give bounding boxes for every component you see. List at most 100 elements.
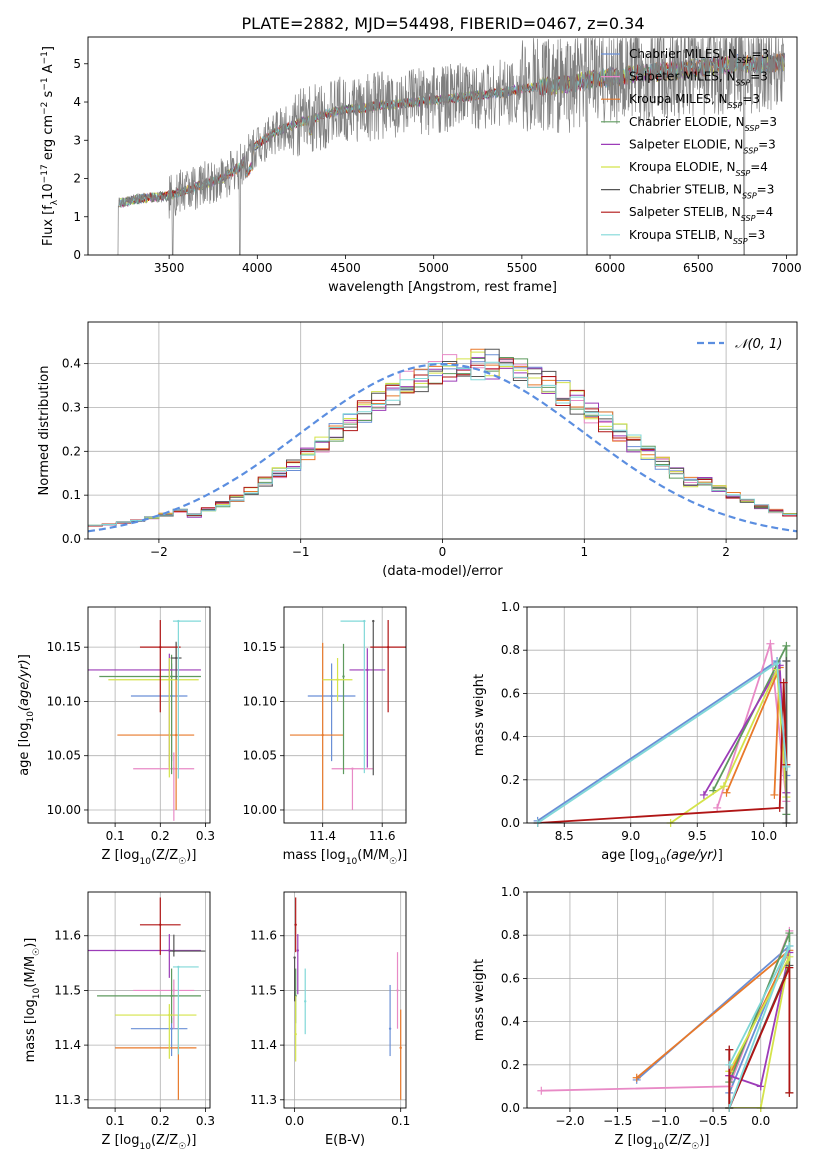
- label-part: 10: [652, 1142, 664, 1152]
- age_vs_Z-ytick-label: 10.05: [47, 749, 81, 763]
- mass_vs_Z-ylabel: mass [log10(M/M☉)]: [23, 938, 42, 1063]
- label-part: (Z/Z: [151, 1133, 178, 1148]
- legend-label-4: Salpeter ELODIE, NSSP=3: [629, 137, 776, 155]
- label-part: ☉: [178, 1142, 186, 1152]
- massweight_vs_Z-ytick-label: 0.0: [501, 1101, 520, 1115]
- spectrum-frame: [87, 36, 798, 256]
- mass_vs_EBV-xtick-label: 0.1: [391, 1114, 410, 1128]
- label-part: )]: [397, 848, 407, 863]
- label-part: (M/M: [23, 956, 38, 988]
- massweight_vs_age-xtick-label: 8.5: [555, 829, 574, 843]
- age_vs_Z-ytick-label: 10.00: [47, 803, 81, 817]
- age_vs_Z-xtick-label: 0.3: [196, 829, 215, 843]
- data-point: [170, 675, 173, 678]
- residuals-ytick-label: 0.1: [62, 488, 81, 502]
- residuals-ylabel: Normed distribution: [37, 366, 52, 496]
- residuals-ytick-label: 0.3: [62, 400, 81, 414]
- label-part: −1: [40, 77, 50, 90]
- massweight_vs_Z-xlabel: Z [log10(Z/Z☉)]: [615, 1133, 710, 1152]
- spectrum-ytick-label: 0: [73, 248, 81, 262]
- spectrum-xtick-label: 7000: [771, 261, 802, 275]
- age_vs_mass-xlabel: mass [log10(M/M☉)]: [283, 848, 408, 867]
- data-point: [363, 619, 366, 623]
- label-part: =3: [757, 183, 775, 197]
- age_vs_mass-ytick-label: 10.10: [243, 694, 277, 708]
- weight-line-7: [728, 967, 791, 1108]
- label-part: 10: [346, 857, 358, 867]
- weight-marker: [782, 657, 791, 665]
- data-point: [170, 994, 173, 998]
- mass_vs_Z-ytick-label: 11.6: [54, 929, 81, 943]
- mass_vs_Z-xtick-label: 0.3: [196, 1114, 215, 1128]
- data-point: [172, 767, 176, 770]
- legend-label-normal: 𝒩(0, 1): [735, 337, 782, 352]
- label-part: (age/yr): [17, 659, 32, 711]
- mass_vs_EBV-ytick-label: 11.3: [250, 1093, 277, 1107]
- data-point: [294, 923, 297, 927]
- weight-marker: [725, 1060, 734, 1069]
- spectrum-xlabel: wavelength [Angstrom, rest frame]: [328, 280, 557, 295]
- label-part: s: [41, 90, 56, 101]
- spectrum-xtick-label: 5000: [418, 261, 449, 275]
- spectrum-ytick-label: 2: [73, 172, 81, 186]
- label-part: −2: [40, 102, 50, 115]
- weight-marker: [779, 678, 788, 687]
- label-part: −1: [40, 51, 50, 64]
- weight-marker: [725, 1045, 734, 1054]
- age_vs_Z-xtick-label: 0.1: [106, 829, 125, 843]
- label-part: 10: [139, 857, 151, 867]
- massweight_vs_Z-xtick-label: −0.5: [698, 1114, 727, 1128]
- mass_vs_EBV-ytick-label: 11.4: [250, 1038, 277, 1052]
- data-point: [399, 1046, 402, 1050]
- weight-marker: [756, 1082, 765, 1091]
- data-point: [159, 923, 162, 927]
- mass_vs_Z-frame: [87, 891, 211, 1109]
- data-point: [293, 956, 296, 959]
- data-point: [170, 1027, 173, 1030]
- mass_vs_Z-xtick-label: 0.2: [151, 1114, 170, 1128]
- label-part: age [log: [601, 848, 654, 863]
- weight-line-8: [728, 945, 791, 1108]
- age_vs_mass-ytick-label: 10.05: [243, 749, 277, 763]
- mass_vs_Z-xtick-label: 0.1: [106, 1114, 125, 1128]
- label-part: Z [log: [615, 1133, 653, 1148]
- mass_vs_EBV-ytick-label: 11.6: [250, 929, 277, 943]
- massweight_vs_Z-ytick-label: 0.8: [501, 928, 520, 942]
- data-point: [168, 678, 171, 681]
- legend-label-7: Salpeter STELIB, NSSP=4: [629, 205, 773, 223]
- data-point: [296, 949, 299, 952]
- label-part: SSP: [741, 214, 756, 223]
- massweight_vs_age-ytick-label: 0.6: [501, 686, 520, 700]
- massweight_vs_Z-xtick-label: 0.0: [751, 1114, 770, 1128]
- massweight_vs_age-xtick-label: 10.0: [750, 829, 777, 843]
- massweight_vs_Z-xtick-label: −2.0: [555, 1114, 584, 1128]
- massweight_vs_Z-frame: [526, 891, 798, 1109]
- label-part: ☉: [691, 1142, 699, 1152]
- label-part: =3: [759, 115, 777, 129]
- massweight_vs_Z-xtick-label: −1.5: [603, 1114, 632, 1128]
- label-part: SSP: [736, 78, 751, 87]
- label-part: wavelength [Angstrom, rest frame]: [328, 280, 557, 295]
- massweight_vs_Z-ytick-label: 0.2: [501, 1058, 520, 1072]
- weight-marker: [766, 639, 775, 648]
- mass_vs_Z-xlabel: Z [log10(Z/Z☉)]: [102, 1133, 197, 1152]
- data-point: [351, 767, 354, 770]
- residuals-xtick-label: 0: [439, 545, 447, 559]
- spectrum-xtick-label: 4500: [330, 261, 361, 275]
- label-part: )]: [23, 938, 38, 948]
- weight-marker: [713, 803, 722, 812]
- label-part: Kroupa ELODIE, N: [629, 160, 736, 174]
- massweight_vs_age-ytick-label: 0.2: [501, 773, 520, 787]
- label-part: mass [log: [23, 999, 38, 1062]
- mass_vs_Z-ytick-label: 11.5: [54, 983, 81, 997]
- massweight_vs_Z-axes: −2.0 −1.5 −1.0 −0.5 0.0 0.0 0.2 0.4 0.6 0.8 1.0: [501, 885, 798, 1128]
- normal-curve: [87, 362, 798, 533]
- weight-marker: [722, 788, 731, 797]
- label-part: ]: [718, 848, 723, 863]
- label-part: (Z/Z: [151, 848, 178, 863]
- spectrum-xtick-label: 4000: [242, 261, 273, 275]
- data-point: [336, 678, 339, 681]
- massweight_vs_age-ytick-label: 0.8: [501, 643, 520, 657]
- legend-label-6: Chabrier STELIB, NSSP=3: [629, 183, 774, 201]
- massweight_vs_Z-ylabel: mass weight: [472, 959, 487, 1041]
